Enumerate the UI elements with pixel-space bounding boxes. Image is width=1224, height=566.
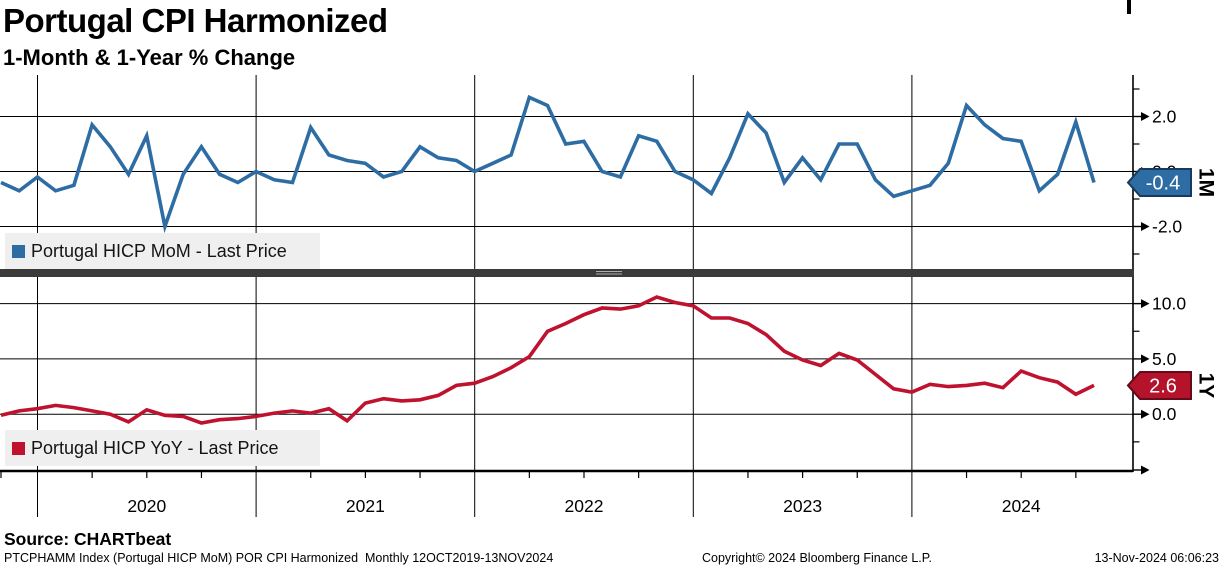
axis-label-1m: 1M <box>1195 168 1218 197</box>
year-label: 2022 <box>565 496 604 516</box>
corner-mark <box>1127 0 1131 14</box>
legend-mom-label: Portugal HICP MoM - Last Price <box>31 240 287 261</box>
ytick-arrow-icon <box>1141 409 1150 419</box>
ytick-label: -2.0 <box>1152 217 1182 237</box>
ytick-arrow-icon <box>1141 354 1150 364</box>
year-label: 2020 <box>127 496 166 516</box>
year-label: 2021 <box>346 496 385 516</box>
ytick-arrow-icon <box>1141 222 1150 231</box>
year-label: 2023 <box>783 496 822 516</box>
footer-timestamp: 13-Nov-2024 06:06:23 <box>1094 551 1219 565</box>
ytick-label: 10.0 <box>1152 294 1186 314</box>
mom-line <box>0 94 1096 234</box>
ytick-arrow-icon <box>1141 299 1150 309</box>
footer-copyright: Copyright© 2024 Bloomberg Finance L.P. <box>702 551 932 565</box>
ytick-label: 5.0 <box>1152 349 1177 369</box>
panel-separator <box>0 269 1134 277</box>
last-price-badge-mom[interactable] <box>1126 168 1192 197</box>
legend-yoy-label: Portugal HICP YoY - Last Price <box>31 437 279 458</box>
panel-separator-grip-icon[interactable] <box>596 270 622 276</box>
yoy-line <box>0 295 1095 425</box>
page-title: Portugal CPI Harmonized <box>3 2 388 39</box>
mom-series-swatch <box>12 244 25 258</box>
last-price-value: 2.6 <box>1149 375 1177 397</box>
ytick-label: 2.0 <box>1152 107 1177 127</box>
last-price-value: -0.4 <box>1146 173 1180 195</box>
page-subtitle: 1-Month & 1-Year % Change <box>3 45 296 70</box>
ytick-arrow-icon <box>1141 112 1150 121</box>
footer-ticker-description: PTCPHAMM Index (Portugal HICP MoM) POR C… <box>4 551 554 565</box>
axis-label-1y: 1Y <box>1195 373 1218 399</box>
x-axis-arrow-icon <box>1141 465 1150 475</box>
source-label: Source: CHARTbeat <box>4 529 172 549</box>
year-label: 2024 <box>1002 496 1041 516</box>
legend-yoy[interactable]: Portugal HICP YoY - Last Price <box>5 430 320 466</box>
last-price-badge-yoy[interactable] <box>1126 370 1192 400</box>
yoy-series-swatch <box>12 441 25 455</box>
ytick-label: 0.0 <box>1152 404 1177 424</box>
legend-mom[interactable]: Portugal HICP MoM - Last Price <box>5 233 320 269</box>
